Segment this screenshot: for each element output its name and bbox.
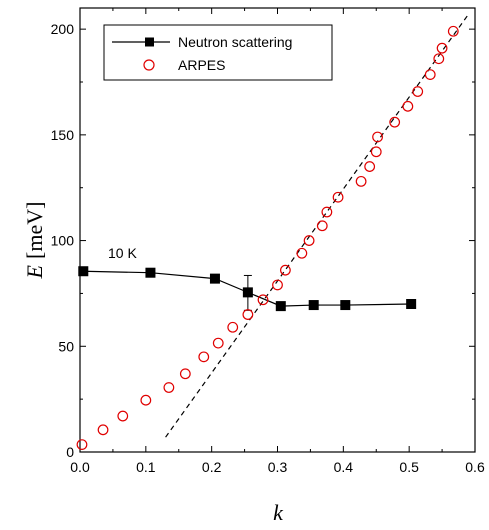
arpes-point — [424, 69, 436, 80]
arpes-point — [117, 410, 129, 422]
x-tick-label: 0.1 — [136, 459, 156, 475]
legend: Neutron scattering ARPES — [103, 24, 333, 81]
arpes-point — [212, 337, 224, 349]
arpes-point — [97, 424, 109, 436]
arpes-point — [257, 294, 269, 306]
arpes-point — [140, 394, 152, 406]
neutron-point — [78, 266, 89, 277]
arpes-point — [227, 321, 239, 333]
arpes-point — [303, 235, 315, 246]
arpes-point — [332, 191, 344, 203]
temperature-annotation: 10 K — [108, 245, 137, 261]
arpes-point — [163, 382, 175, 393]
arpes-point — [447, 25, 459, 37]
y-tick-label: 150 — [51, 127, 75, 143]
x-tick-label: 0.6 — [465, 459, 485, 475]
arpes-point — [272, 279, 283, 291]
arpes-point — [364, 161, 376, 172]
x-tick-label: 0.0 — [70, 459, 90, 475]
arpes-point — [296, 247, 308, 259]
y-tick-label: 50 — [58, 338, 74, 354]
y-axis-unit: [meV] — [22, 202, 47, 259]
legend-label-neutron: Neutron scattering — [178, 34, 292, 50]
arpes-point — [372, 131, 383, 143]
arpes-point — [321, 206, 333, 218]
y-tick-label: 200 — [51, 21, 75, 37]
neutron-point — [209, 273, 220, 284]
neutron-point — [308, 300, 319, 311]
x-tick-label: 0.5 — [399, 459, 419, 475]
arpes-point — [280, 264, 291, 276]
neutron-series-line — [83, 270, 412, 307]
arpes-point — [370, 146, 382, 158]
arpes-point — [179, 368, 191, 380]
arpes-point — [402, 100, 414, 112]
arpes-point — [355, 175, 367, 187]
neutron-point — [406, 299, 417, 309]
arpes-point — [436, 42, 448, 54]
y-axis-title: E [meV] — [22, 202, 47, 280]
arpes-point — [242, 309, 254, 320]
arpes-point — [76, 439, 88, 451]
x-tick-label: 0.3 — [268, 459, 288, 475]
y-tick-label: 0 — [66, 444, 74, 460]
arpes-point — [433, 53, 445, 65]
legend-marker-neutron — [145, 37, 154, 47]
neutron-point — [275, 301, 286, 312]
arpes-point — [412, 86, 424, 97]
legend-label-arpes: ARPES — [178, 57, 225, 73]
neutron-point — [340, 300, 351, 311]
neutron-point — [242, 287, 253, 298]
x-tick-label: 0.4 — [334, 459, 354, 475]
neutron-point — [145, 267, 156, 278]
dashed-guide-line — [165, 13, 469, 438]
legend-box — [103, 24, 333, 81]
legend-marker-arpes — [143, 59, 155, 71]
arpes-point — [389, 116, 401, 128]
y-tick-label: 100 — [51, 233, 75, 249]
x-axis-title: k — [273, 500, 284, 525]
x-tick-label: 0.2 — [202, 459, 222, 475]
arpes-point — [316, 220, 328, 232]
y-axis-symbol: E — [22, 264, 47, 279]
arpes-point — [198, 351, 210, 363]
